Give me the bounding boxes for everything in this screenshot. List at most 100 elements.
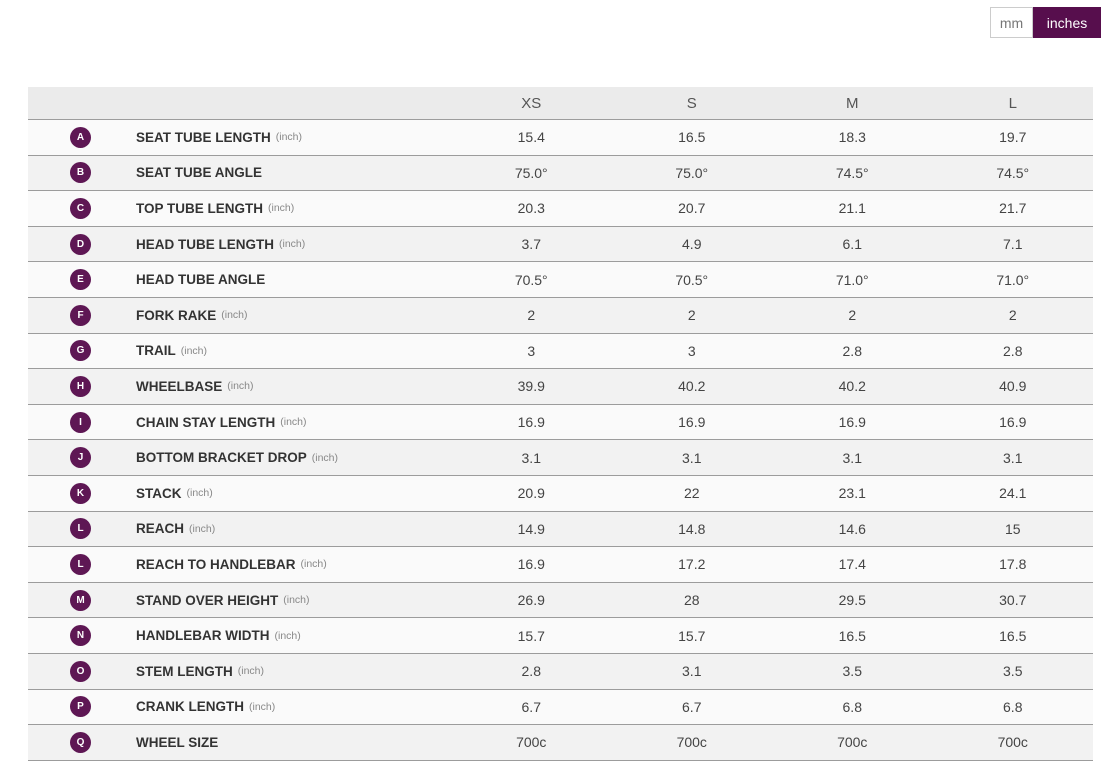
- value-cell-xs: 700c: [516, 734, 547, 751]
- letter-badge: O: [70, 660, 91, 682]
- table-row: N HANDLEBAR WIDTH (inch) 15.7 15.7 16.5 16.5: [28, 618, 1093, 654]
- row-label-cell: D HEAD TUBE LENGTH (inch): [28, 233, 451, 255]
- value-cell-m: 18.3: [838, 129, 866, 146]
- value-cell-l: 16.9: [999, 414, 1027, 431]
- row-label-cell: O STEM LENGTH (inch): [28, 660, 451, 682]
- column-header-m: M: [846, 94, 859, 112]
- column-header-s: S: [686, 94, 697, 112]
- value-cell-xs: 16.9: [517, 556, 545, 573]
- letter-badge: A: [70, 126, 91, 148]
- value-cell-s: 16.9: [678, 414, 706, 431]
- row-label-cell: J BOTTOM BRACKET DROP (inch): [28, 447, 451, 469]
- row-label-cell: C TOP TUBE LENGTH (inch): [28, 197, 451, 219]
- row-unit: (inch): [275, 131, 303, 144]
- value-cell-s: 4.9: [682, 236, 702, 253]
- row-label: TRAIL: [136, 343, 176, 359]
- value-cell-s: 15.7: [678, 627, 706, 644]
- value-cell-l: 2.8: [1003, 342, 1023, 359]
- row-label-cell: I CHAIN STAY LENGTH (inch): [28, 411, 451, 433]
- table-row: F FORK RAKE (inch) 2 2 2 2: [28, 297, 1093, 334]
- value-cell-s: 14.8: [678, 520, 706, 537]
- value-cell-m: 16.9: [838, 414, 866, 431]
- value-cell-xs: 3.1: [521, 449, 541, 466]
- table-row: M STAND OVER HEIGHT (inch) 26.9 28 29.5 30.7: [28, 582, 1093, 619]
- value-cell-s: 3.1: [682, 449, 702, 466]
- value-cell-xs: 15.4: [517, 129, 545, 146]
- table-row: G TRAIL (inch) 3 3 2.8 2.8: [28, 333, 1093, 370]
- mm-toggle-button[interactable]: mm: [990, 7, 1033, 38]
- letter-badge: L: [70, 518, 91, 540]
- table-row: A SEAT TUBE LENGTH (inch) 15.4 16.5 18.3 19.7: [28, 120, 1093, 156]
- value-cell-xs: 39.9: [517, 378, 545, 395]
- row-unit: (inch): [268, 202, 295, 215]
- row-label: WHEEL SIZE: [136, 734, 219, 750]
- value-cell-l: 74.5°: [996, 164, 1030, 181]
- value-cell-l: 19.7: [999, 129, 1027, 146]
- table-row: I CHAIN STAY LENGTH (inch) 16.9 16.9 16.9 16.9: [28, 404, 1093, 441]
- row-label: WHEELBASE: [136, 378, 223, 394]
- letter-badge: M: [70, 589, 91, 611]
- value-cell-l: 2: [1008, 307, 1017, 324]
- row-label-cell: B SEAT TUBE ANGLE: [28, 162, 451, 184]
- value-cell-s: 700c: [676, 734, 707, 751]
- row-label: FORK RAKE: [136, 307, 217, 323]
- unit-toggle: mm inches: [990, 7, 1101, 38]
- table-row: L REACH TO HANDLEBAR (inch) 16.9 17.2 17.4 17.…: [28, 547, 1093, 583]
- value-cell-m: 3.1: [842, 449, 862, 466]
- table-row: B SEAT TUBE ANGLE 75.0° 75.0° 74.5° 74.5°: [28, 155, 1093, 192]
- row-label: SEAT TUBE ANGLE: [136, 165, 263, 181]
- value-cell-xs: 26.9: [517, 592, 545, 609]
- value-cell-l: 40.9: [999, 378, 1027, 395]
- value-cell-m: 2.8: [842, 342, 862, 359]
- row-label-cell: L REACH (inch): [28, 518, 451, 540]
- value-cell-m: 14.6: [838, 520, 866, 537]
- row-unit: (inch): [300, 558, 327, 571]
- value-cell-m: 23.1: [838, 485, 866, 502]
- row-label: BOTTOM BRACKET DROP: [136, 450, 307, 466]
- letter-badge: J: [70, 447, 91, 469]
- value-cell-m: 3.5: [842, 663, 862, 680]
- row-label: HEAD TUBE LENGTH: [136, 236, 274, 252]
- value-cell-s: 22: [683, 485, 700, 502]
- row-unit: (inch): [189, 522, 216, 535]
- row-label-cell: F FORK RAKE (inch): [28, 304, 451, 326]
- row-label: HEAD TUBE ANGLE: [136, 272, 266, 288]
- table-row: Q WHEEL SIZE 700c 700c 700c 700c: [28, 725, 1093, 761]
- value-cell-m: 6.1: [842, 236, 862, 253]
- value-cell-m: 74.5°: [835, 164, 869, 181]
- value-cell-s: 2: [687, 307, 696, 324]
- table-row: D HEAD TUBE LENGTH (inch) 3.7 4.9 6.1 7.1: [28, 226, 1093, 263]
- value-cell-l: 24.1: [999, 485, 1027, 502]
- letter-badge: Q: [70, 731, 91, 753]
- value-cell-s: 6.7: [682, 698, 702, 715]
- letter-badge: C: [70, 197, 91, 219]
- table-row: E HEAD TUBE ANGLE 70.5° 70.5° 71.0° 71.0°: [28, 262, 1093, 298]
- value-cell-xs: 14.9: [517, 520, 545, 537]
- letter-badge: K: [70, 482, 91, 504]
- row-unit: (inch): [249, 700, 276, 713]
- row-label-cell: M STAND OVER HEIGHT (inch): [28, 589, 451, 611]
- value-cell-m: 2: [848, 307, 857, 324]
- value-cell-l: 6.8: [1003, 698, 1023, 715]
- row-label: CHAIN STAY LENGTH: [136, 414, 276, 430]
- row-label-cell: H WHEELBASE (inch): [28, 375, 451, 397]
- row-label: STAND OVER HEIGHT: [136, 592, 279, 608]
- value-cell-xs: 3.7: [521, 236, 541, 253]
- letter-badge: N: [70, 625, 91, 647]
- value-cell-s: 40.2: [678, 378, 706, 395]
- table-row: J BOTTOM BRACKET DROP (inch) 3.1 3.1 3.1 3.1: [28, 440, 1093, 476]
- value-cell-m: 700c: [837, 734, 868, 751]
- row-unit: (inch): [227, 380, 254, 393]
- value-cell-xs: 70.5°: [514, 271, 548, 288]
- table-row: P CRANK LENGTH (inch) 6.7 6.7 6.8 6.8: [28, 689, 1093, 726]
- value-cell-xs: 20.3: [517, 200, 545, 217]
- value-cell-l: 16.5: [999, 627, 1027, 644]
- value-cell-l: 7.1: [1003, 236, 1023, 253]
- value-cell-xs: 2: [527, 307, 536, 324]
- inches-toggle-button[interactable]: inches: [1033, 7, 1101, 38]
- row-label-cell: N HANDLEBAR WIDTH (inch): [28, 625, 451, 647]
- row-label-cell: E HEAD TUBE ANGLE: [28, 269, 451, 291]
- letter-badge: B: [70, 162, 91, 184]
- row-label: REACH: [136, 521, 185, 537]
- row-label: REACH TO HANDLEBAR: [136, 556, 296, 572]
